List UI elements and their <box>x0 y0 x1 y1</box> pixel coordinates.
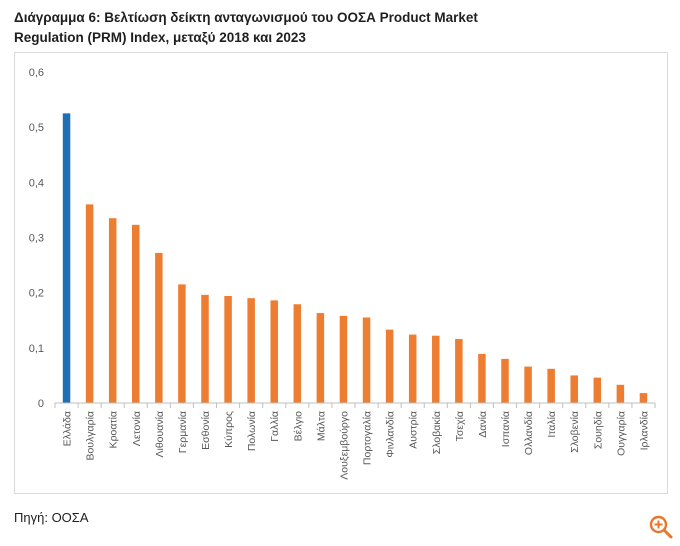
x-axis-labels: Ελλάδα Βουλγαρία Κροατία Λετονία Λιθουανία Γε… <box>62 411 651 480</box>
y-tick-label: 0 <box>38 398 44 410</box>
x-category-label: Σλοβακία <box>431 411 443 454</box>
x-category-label: Βουλγαρία <box>85 411 97 461</box>
x-category-label: Λετονία <box>131 411 143 446</box>
bar-2 <box>85 204 94 403</box>
y-tick-label: 0,2 <box>29 288 44 300</box>
x-category-label: Κροατία <box>108 411 120 448</box>
bar-15 <box>385 329 394 403</box>
y-tick-label: 0,5 <box>29 122 44 134</box>
bar-23 <box>570 375 578 403</box>
bar-17 <box>432 335 440 403</box>
x-category-label: Λουξεμβούργο <box>338 411 350 480</box>
x-category-label: Αυστρία <box>408 411 420 449</box>
bar-7 <box>201 294 209 403</box>
bars <box>62 113 648 403</box>
bar-10 <box>270 300 278 403</box>
bar-13 <box>339 315 348 403</box>
bar-9 <box>247 298 255 403</box>
bar-4 <box>132 224 140 403</box>
bar-1 <box>62 113 71 403</box>
x-category-label: Γερμανία <box>177 411 189 453</box>
chart-title-line-1: Διάγραμμα 6: Βελτίωση δείκτη ανταγωνισμο… <box>14 10 478 25</box>
x-category-label: Λιθουανία <box>154 411 166 458</box>
bar-25 <box>616 384 625 403</box>
bar-12 <box>316 313 325 403</box>
zoom-in-icon[interactable] <box>648 514 674 540</box>
bar-19 <box>478 353 486 403</box>
chart-title-line-2: Regulation (PRM) Index, μεταξύ 2018 και … <box>14 30 306 45</box>
x-category-label: Ουγγαρία <box>615 411 627 456</box>
x-axis-tick-marks <box>54 403 656 408</box>
bar-18 <box>455 339 463 403</box>
bar-20 <box>501 358 509 403</box>
x-category-label: Ιρλανδία <box>638 411 650 450</box>
bar-5 <box>155 252 163 403</box>
x-category-label: Πορτογαλία <box>362 411 374 465</box>
bar-14 <box>362 317 371 403</box>
source-note: Πηγή: ΟΟΣΑ <box>14 510 89 525</box>
bar-3 <box>108 218 117 403</box>
x-category-label: Ισπανία <box>500 411 512 447</box>
bar-6 <box>178 284 186 403</box>
bar-11 <box>293 304 302 403</box>
x-category-label: Κύπρος <box>223 411 235 448</box>
bar-8 <box>224 295 232 403</box>
chart-title: Διάγραμμα 6: Βελτίωση δείκτη ανταγωνισμο… <box>14 8 534 48</box>
y-tick-label: 0,3 <box>29 233 44 245</box>
x-category-label: Πολωνία <box>246 411 258 451</box>
bar-22 <box>547 368 555 403</box>
x-category-label: Γαλλία <box>269 411 281 442</box>
bar-chart: 0 0,1 0,2 0,3 0,4 0,5 0,6 Ελλάδα Βουλγαρία Κροατ… <box>29 67 656 480</box>
x-category-label: Τσεχία <box>454 411 466 441</box>
y-tick-label: 0,6 <box>29 67 44 79</box>
bar-16 <box>408 334 417 403</box>
bar-24 <box>593 377 602 403</box>
x-category-label: Δανία <box>477 411 489 438</box>
chart-frame: 0 0,1 0,2 0,3 0,4 0,5 0,6 Ελλάδα Βουλγαρία Κροατ… <box>14 52 668 494</box>
y-axis-ticks: 0 0,1 0,2 0,3 0,4 0,5 0,6 <box>29 67 44 410</box>
x-category-label: Φινλανδία <box>385 411 397 458</box>
x-category-label: Σλοβενία <box>569 411 581 453</box>
bar-21 <box>524 366 532 403</box>
y-tick-label: 0,1 <box>29 343 44 355</box>
y-tick-label: 0,4 <box>29 177 44 189</box>
x-category-label: Εσθονία <box>200 411 212 450</box>
x-category-label: Μάλτα <box>315 411 327 441</box>
x-category-label: Ολλανδία <box>523 411 535 455</box>
bar-26 <box>639 393 648 403</box>
x-category-label: Βέλγιο <box>292 411 304 442</box>
x-category-label: Ιταλία <box>546 411 558 438</box>
x-category-label: Ελλάδα <box>62 411 74 446</box>
x-category-label: Σουηδία <box>592 411 604 449</box>
